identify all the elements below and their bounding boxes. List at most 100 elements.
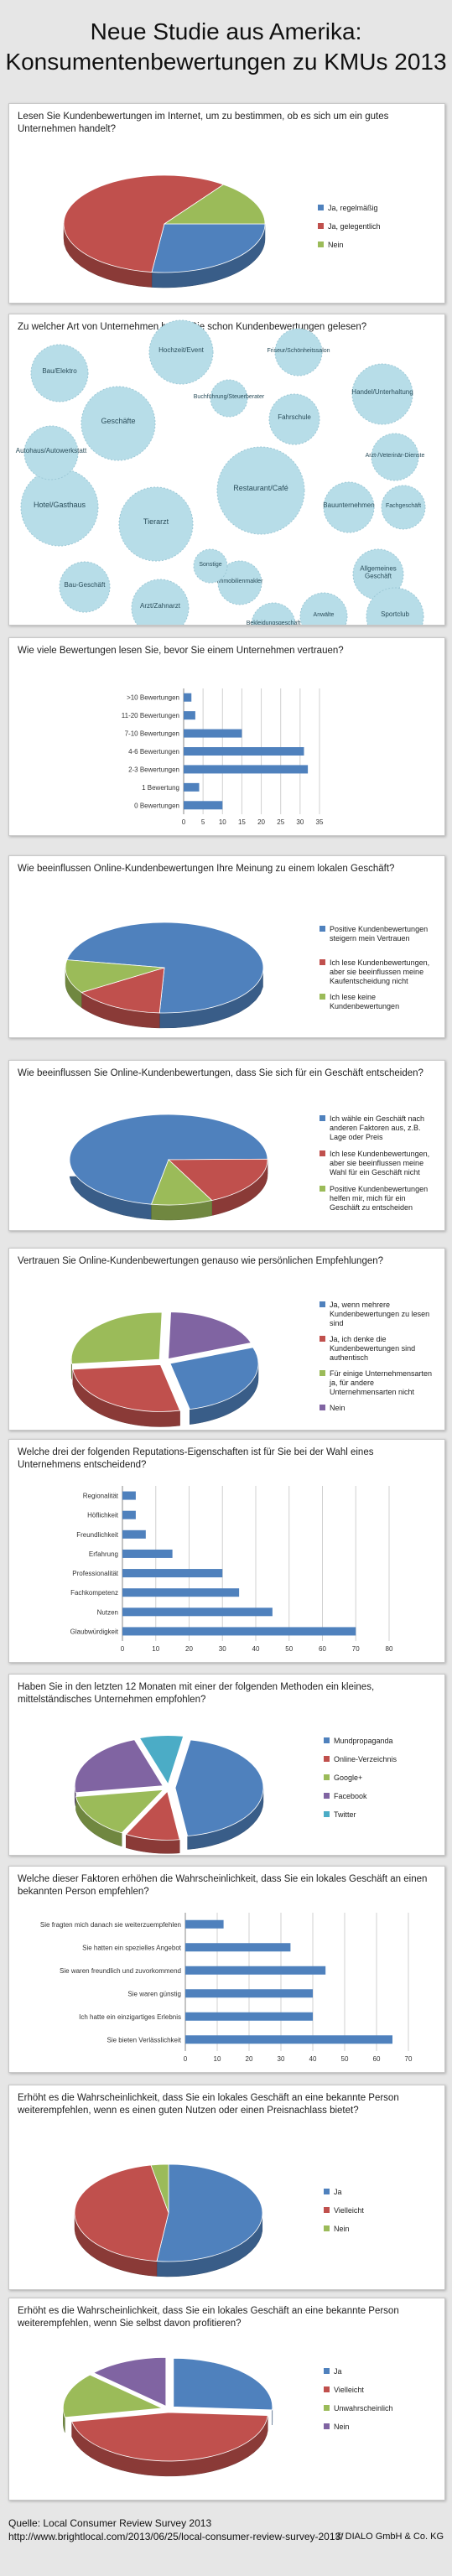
bubble: Buchführung/Steuerberater — [194, 379, 265, 418]
bar — [122, 1491, 136, 1500]
bar — [122, 1588, 240, 1597]
bubble-label: Hochzeit/Event — [158, 346, 205, 354]
legend-swatch — [324, 2189, 330, 2194]
bar — [185, 1989, 313, 1998]
legend-label: Ja — [334, 2367, 342, 2376]
chart-question: Welche drei der folgenden Reputations-Ei… — [18, 1447, 374, 1470]
category-label: 7-10 Bewertungen — [125, 730, 179, 738]
pie-slice — [70, 1311, 163, 1364]
legend-label: Positive Kundenbewertungen steigern mein … — [330, 925, 428, 943]
chart-panel-11: Erhöht es die Wahrscheinlichkeit, dass S… — [8, 2298, 445, 2501]
bubble: Arzt/Zahnarzt — [131, 579, 190, 625]
bubble-label: Bau/Elektro — [42, 367, 77, 375]
chart-question: Vertrauen Sie Online-Kundenbewertungen g… — [18, 1256, 384, 1266]
legend-swatch — [320, 1370, 325, 1376]
bubble: Arzt-/Veterinär-Dienste — [366, 433, 425, 481]
pie-slice — [65, 959, 165, 994]
x-tick-label: 20 — [185, 1645, 193, 1653]
legend-label: Ja, wenn mehrere Kundenbewertungen zu les… — [330, 1301, 429, 1327]
bubble-label: Bekleidungsgeschäft — [247, 621, 301, 625]
copyright: © DIALO GmbH & Co. KG — [335, 2532, 444, 2542]
x-tick-label: 60 — [373, 2055, 381, 2063]
bubble: Hochzeit/Event — [148, 319, 214, 385]
bubble: Friseur/Schönheitssalon — [267, 328, 330, 377]
x-tick-label: 0 — [182, 818, 186, 826]
legend-label: Ich lese keine Kundenbewertungen — [330, 993, 399, 1010]
bubble-label: Bau-Geschäft — [65, 581, 107, 589]
pie-slice — [92, 2356, 167, 2407]
x-tick-label: 20 — [246, 2055, 253, 2063]
category-label: Höflichkeit — [87, 1512, 119, 1519]
legend-swatch — [320, 926, 325, 932]
x-tick-label: 10 — [219, 818, 226, 826]
category-label: Ich hatte ein einzigartiges Erlebnis — [79, 2013, 181, 2021]
bubble-label: Immobilienmakler — [217, 579, 264, 584]
legend-label: Mundpropaganda — [334, 1737, 393, 1745]
legend-swatch — [320, 959, 325, 965]
x-tick-label: 40 — [309, 2055, 317, 2063]
bubble-label: Fachgeschäft — [386, 503, 421, 509]
bubble: Hotel/Gasthaus — [20, 468, 99, 547]
legend-swatch — [324, 2405, 330, 2411]
legend-label: Ich wähle ein Geschäft nach anderen Fakto… — [330, 1114, 424, 1141]
category-label: Sie waren günstig — [127, 1990, 181, 1997]
bar-chart-9: 0 10 20 30 40 50 60 70 Sie fragten mich danach s… — [40, 1913, 413, 2063]
bubble-label: Buchführung/Steuerberater — [194, 394, 265, 400]
x-tick-label: 10 — [214, 2055, 221, 2063]
legend-item: Facebook — [324, 1792, 367, 1800]
source-url[interactable]: http://www.brightlocal.com/2013/06/25/lo… — [8, 2531, 344, 2542]
category-label: Glaubwürdigkeit — [70, 1628, 119, 1635]
legend-label: Nein — [330, 1404, 345, 1412]
pie-slice — [62, 2374, 164, 2418]
category-label: Sie fragten mich danach sie weiterzuempf… — [40, 1921, 181, 1929]
pie-slice — [66, 922, 264, 1014]
legend-swatch — [320, 1301, 325, 1307]
chart-panel-6: Vertrauen Sie Online-Kundenbewertungen g… — [8, 1248, 445, 1431]
chart-panel-3: Wie viele Bewertungen lesen Sie, bevor S… — [8, 637, 445, 836]
bar — [122, 1607, 273, 1617]
bubble-label: Handel/Unterhaltung — [351, 388, 413, 396]
pie-chart-8: Mundpropaganda Online-Verzeichnis Google+ F… — [74, 1735, 397, 1854]
pie-slice — [72, 1364, 181, 1412]
legend-item: Ich lese Kundenbewertungen, aber sie beei… — [320, 1150, 429, 1176]
legend-item: Ich lese keine Kundenbewertungen — [320, 993, 399, 1010]
bubble: Allgemeines Geschäft — [352, 548, 404, 600]
category-label: Sie bieten Verlässlichkeit — [107, 2036, 182, 2044]
bubble-chart: Restaurant/Café Hotel/Gasthaus Arzt/Zahnar… — [16, 319, 426, 625]
bar — [185, 2012, 313, 2021]
bubble-label: Geschäfte — [101, 417, 135, 425]
bubble-label: Tierarzt — [143, 517, 169, 526]
legend-swatch — [320, 994, 325, 1000]
bubble: Tierarzt — [118, 486, 194, 562]
pie-slice — [150, 2163, 169, 2214]
legend-label: Ich lese Kundenbewertungen, aber sie beei… — [330, 1150, 429, 1176]
bubble: Bau/Elektro — [30, 344, 89, 402]
legend-label: Vielleicht — [334, 2386, 364, 2394]
legend-item: Vielleicht — [324, 2386, 364, 2394]
category-label: Regionalität — [83, 1493, 119, 1500]
bar — [185, 1966, 326, 1975]
pie-slice — [138, 1735, 184, 1785]
bubble-label: Friseur/Schönheitssalon — [267, 348, 330, 354]
x-tick-label: 30 — [278, 2055, 285, 2063]
legend-item: Ja, wenn mehrere Kundenbewertungen zu les… — [320, 1301, 429, 1327]
legend-item: Nein — [318, 241, 344, 249]
legend-item: Nein — [320, 1404, 345, 1412]
pie-slice — [75, 1789, 164, 1834]
chart-panel-9: Welche dieser Faktoren erhöhen die Wahrs… — [8, 1866, 445, 2073]
legend-swatch — [318, 205, 324, 210]
bar — [122, 1569, 223, 1578]
legend-item: Positive Kundenbewertungen helfen mir, mi… — [320, 1185, 428, 1212]
bubble: Sportclub — [366, 587, 424, 625]
category-label: >10 Bewertungen — [127, 694, 179, 702]
bubble: Geschäfte — [81, 386, 156, 461]
bubble-label: Anwälte — [314, 612, 335, 618]
pie-slice — [156, 2163, 263, 2262]
legend-item: Google+ — [324, 1774, 362, 1782]
pie-slice — [151, 223, 266, 273]
bar — [184, 765, 309, 774]
legend-label: Ja — [334, 2188, 342, 2196]
legend-swatch — [324, 1811, 330, 1817]
legend-swatch — [318, 223, 324, 229]
bubble: Bekleidungsgeschäft — [247, 602, 301, 625]
